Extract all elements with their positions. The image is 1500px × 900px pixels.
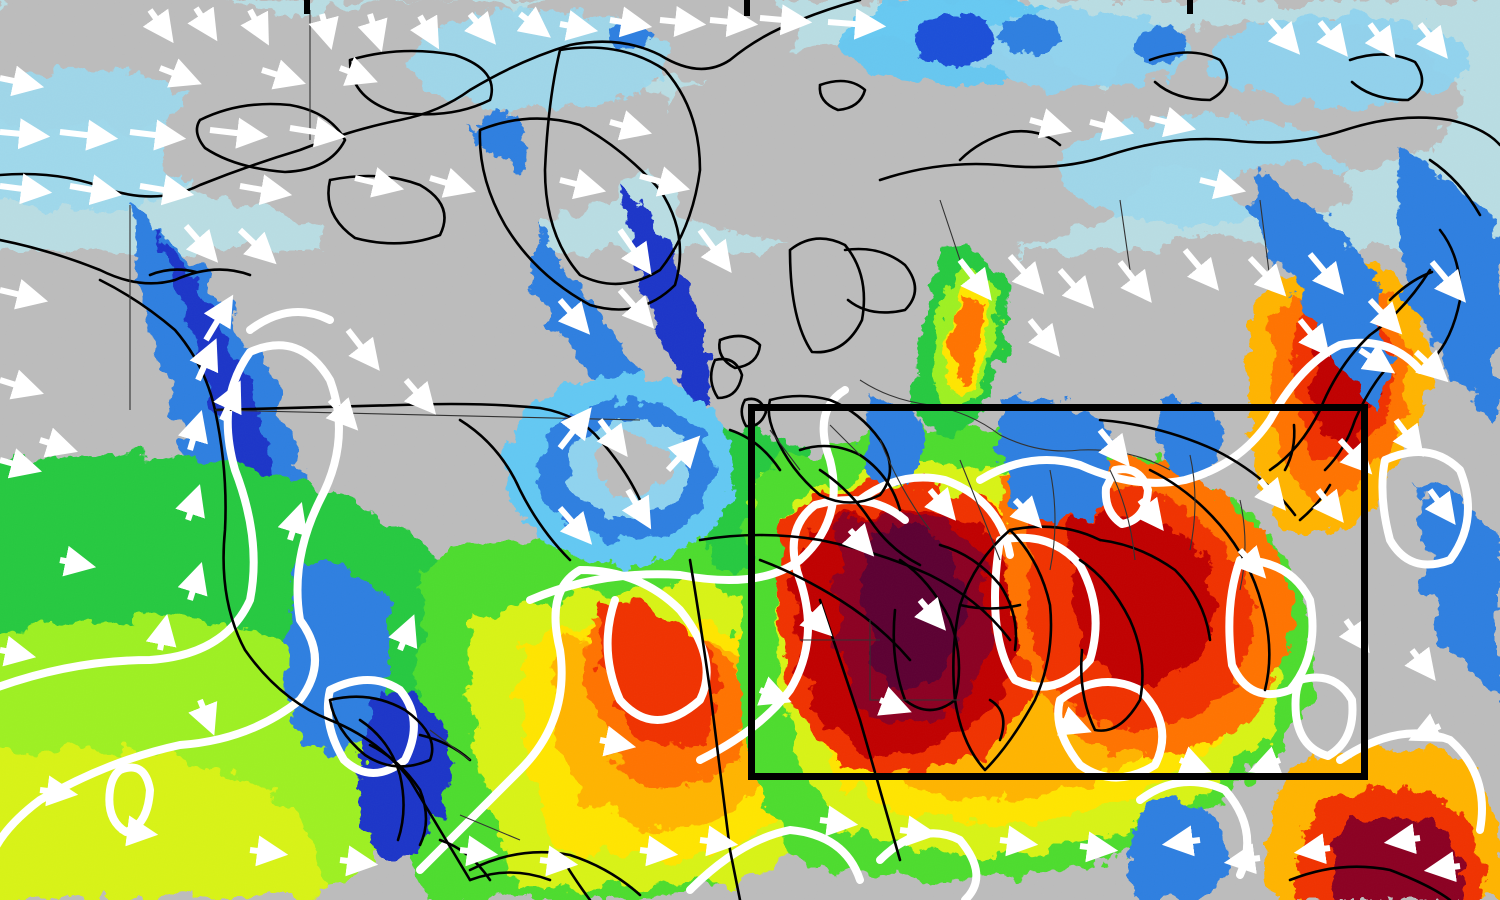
wind-vector-arrows bbox=[0, 4, 1466, 883]
country-borders-layer bbox=[129, 10, 1271, 841]
analysis-domain-box[interactable] bbox=[748, 404, 1368, 780]
longitude-ticks bbox=[304, 0, 1193, 16]
